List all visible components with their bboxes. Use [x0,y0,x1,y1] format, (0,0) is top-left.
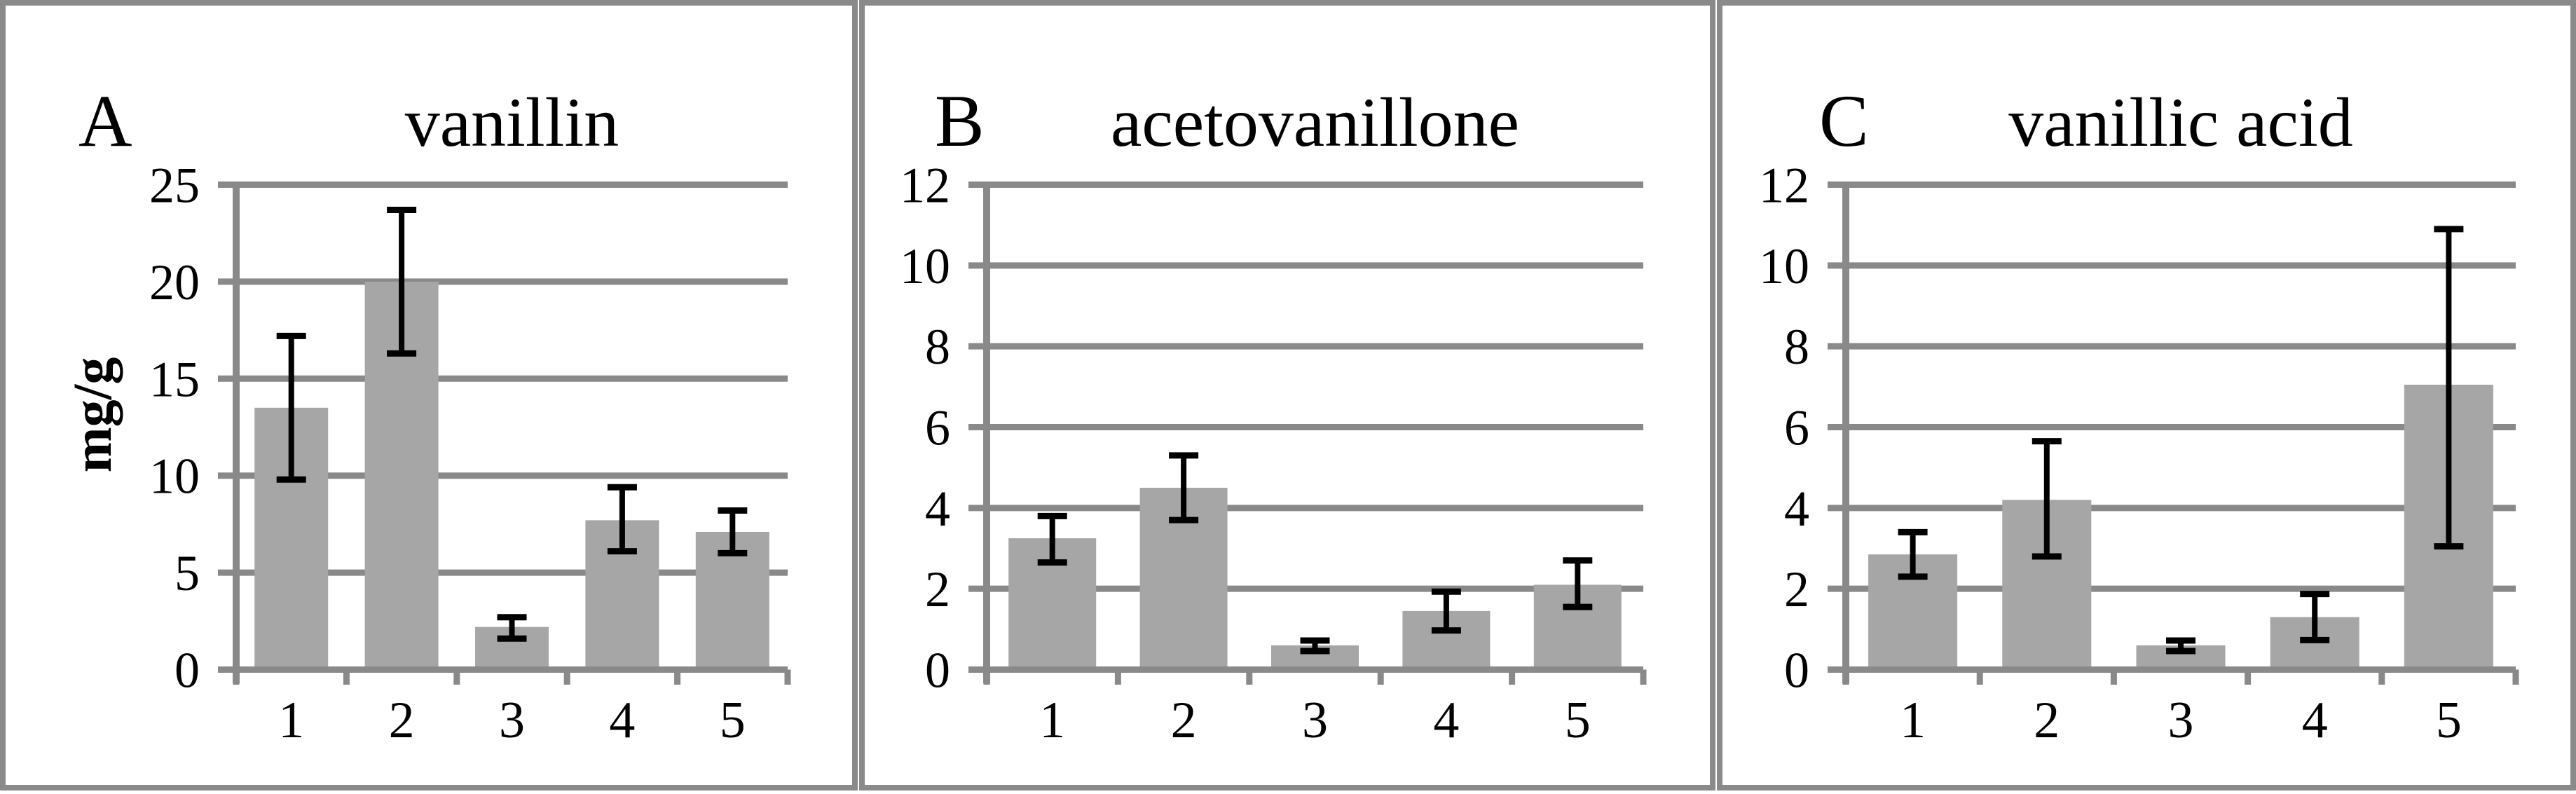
y-tick-label: 25 [149,158,200,214]
error-bar-b-5 [1563,557,1593,610]
error-bar-a-2 [387,206,417,357]
x-tick-label: 5 [720,692,746,749]
y-tick-label: 2 [1784,561,1809,617]
x-tick-label: 2 [1171,692,1197,749]
error-bar-b-2 [1169,452,1199,523]
panel-c-letter: C [1819,80,1869,162]
y-tick-label: 12 [900,158,950,214]
x-tick-label: 4 [609,692,635,749]
y-tick-label: 4 [925,481,950,537]
x-tick-label: 2 [2034,692,2060,749]
panel-a-chart: 0 5 10 15 20 25 1 2 3 4 5 A vanillin mg/g [0,0,858,790]
y-tick-label: 6 [1784,400,1809,456]
x-tick-label: 1 [1039,692,1065,749]
panel-c-title: vanillic acid [2008,83,2352,161]
panel-a-title: vanillin [405,83,619,161]
y-tick-label: 15 [149,351,200,407]
y-tick-label: 6 [925,400,950,456]
error-bar-a-5 [718,507,748,556]
panel-b-letter: B [935,80,985,162]
x-tick-label: 5 [2436,692,2462,749]
x-tick-label: 3 [2168,692,2194,749]
y-tick-label: 10 [900,238,950,294]
x-tick-label: 4 [2302,692,2328,749]
x-tick-label: 3 [499,692,525,749]
error-bar-a-1 [276,332,306,483]
y-tick-label: 8 [925,319,950,375]
error-bar-b-4 [1431,588,1461,634]
x-tick-label: 2 [389,692,415,749]
y-tick-label: 12 [1759,158,1809,214]
y-tick-label: 10 [1759,238,1809,294]
error-bar-c-1 [1898,528,1928,580]
y-tick-label: 2 [925,561,950,617]
y-tick-label: 0 [1784,643,1809,699]
y-tick-label: 5 [174,545,200,601]
error-bar-b-3 [1300,637,1330,655]
error-bar-a-3 [497,614,527,642]
y-tick-label: 8 [1784,319,1809,375]
error-bar-a-4 [607,484,637,555]
x-tick-label: 3 [1302,692,1328,749]
y-tick-label: 0 [925,643,950,699]
x-tick-label: 1 [278,692,304,749]
panel-b-title: acetovanillone [1111,83,1519,161]
x-tick-label: 4 [1433,692,1459,749]
error-bar-c-2 [2032,438,2062,560]
panel-a-letter: A [78,80,132,162]
error-bar-c-5 [2434,226,2464,550]
x-tick-label: 1 [1900,692,1926,749]
error-bar-c-4 [2300,591,2330,643]
y-tick-label: 0 [174,643,200,699]
y-tick-label: 4 [1784,481,1809,537]
y-axis-unit-label: mg/g [62,357,123,473]
error-bar-b-1 [1037,512,1067,566]
x-tick-label: 5 [1565,692,1591,749]
y-tick-label: 20 [149,254,200,310]
y-tick-label: 10 [149,449,200,505]
error-bar-c-3 [2166,637,2195,655]
